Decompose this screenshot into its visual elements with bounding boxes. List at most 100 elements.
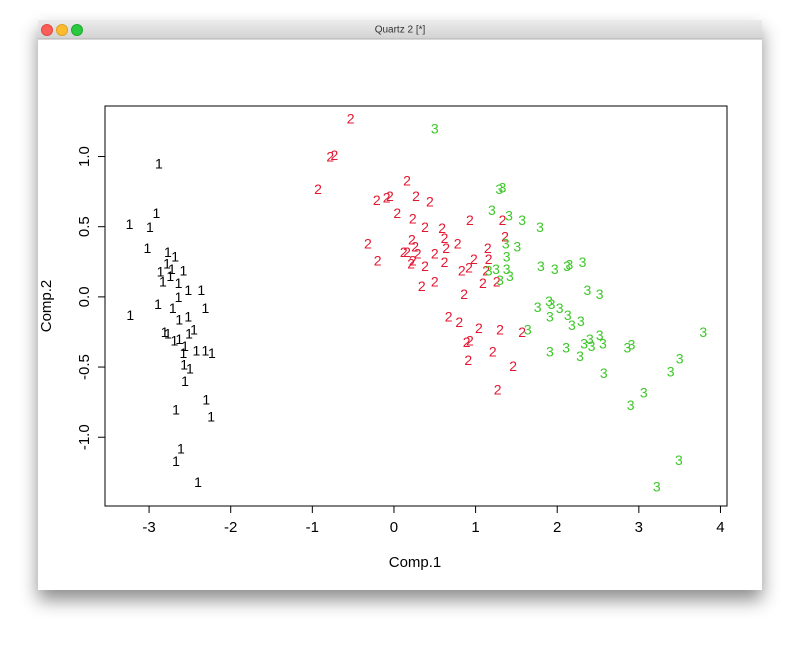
point-marker: 3 [576,348,584,364]
point-marker: 3 [586,331,594,347]
point-marker: 1 [146,219,154,235]
point-marker: 2 [454,236,462,252]
point-marker: 3 [546,344,554,360]
point-marker: 2 [509,358,517,374]
point-marker: 1 [179,262,187,278]
point-marker: 2 [426,194,434,210]
point-marker: 2 [409,252,417,268]
point-marker: 1 [157,264,165,280]
point-marker: 1 [126,307,134,323]
point-marker: 2 [411,238,419,254]
x-tick-label: 0 [390,519,398,536]
point-marker: 1 [175,289,183,305]
point-marker: 3 [505,208,513,224]
point-marker: 1 [180,356,188,372]
point-marker: 1 [193,342,201,358]
point-marker: 3 [518,212,526,228]
point-marker: 3 [534,299,542,315]
point-marker: 2 [465,260,473,276]
point-marker: 1 [166,268,174,284]
point-marker: 3 [485,262,493,278]
point-marker: 3 [488,202,496,218]
minimize-button[interactable] [56,24,68,36]
point-marker: 2 [466,332,474,348]
point-marker: 3 [545,293,553,309]
point-marker: 3 [431,121,439,137]
point-marker: 1 [184,282,192,298]
window [38,20,762,590]
point-marker: 2 [438,220,446,236]
point-marker: 2 [412,188,420,204]
point-marker: 3 [524,321,532,337]
point-marker: 2 [458,262,466,278]
point-marker: 3 [584,282,592,298]
point-marker: 3 [506,268,514,284]
point-marker: 1 [181,373,189,389]
plot-box [104,105,728,507]
point-marker: 1 [175,331,183,347]
point-marker: 3 [548,296,556,312]
point-marker: 1 [161,324,169,340]
point-marker: 2 [421,219,429,235]
point-marker: 2 [330,147,338,163]
point-marker: 3 [596,327,604,343]
x-tick-label: -2 [224,519,237,536]
point-marker: 3 [566,257,574,273]
point-marker: 1 [126,216,134,232]
x-tick-label: -3 [142,519,155,536]
y-axis-label: Comp.2 [38,280,55,333]
zoom-button[interactable] [71,24,83,36]
close-button[interactable] [41,24,53,36]
point-marker: 1 [153,205,161,221]
point-marker: 2 [393,205,401,221]
y-tick-label: -1.0 [76,424,93,450]
point-marker: 1 [186,361,194,377]
point-marker: 1 [190,321,198,337]
point-marker: 2 [493,274,501,290]
point-marker: 3 [537,258,545,274]
point-marker: 2 [400,244,408,260]
point-marker: 3 [640,384,648,400]
point-marker: 1 [184,309,192,325]
point-marker: 3 [503,261,511,277]
point-marker: 1 [202,342,210,358]
y-tick-label: 1.0 [76,146,93,167]
point-marker: 1 [144,240,152,256]
point-marker: 2 [460,286,468,302]
point-marker: 3 [551,261,559,277]
point-marker: 1 [172,453,180,469]
point-marker: 2 [464,352,472,368]
point-marker: 1 [177,441,185,457]
point-marker: 2 [383,189,391,205]
point-marker: 2 [407,255,415,271]
point-marker: 2 [479,275,487,291]
point-marker: 2 [445,309,453,325]
x-tick-label: 2 [553,519,561,536]
point-marker: 1 [163,255,171,271]
point-marker: 3 [667,363,675,379]
point-marker: 1 [194,474,202,490]
point-marker: 3 [676,351,684,367]
point-marker: 1 [159,274,167,290]
point-marker: 3 [513,238,521,254]
point-marker: 2 [409,210,417,226]
point-marker: 1 [202,300,210,316]
point-marker: 2 [431,245,439,261]
point-marker: 3 [699,324,707,340]
x-tick-label: 4 [716,519,724,536]
point-marker: 3 [596,286,604,302]
point-marker: 3 [495,181,503,197]
point-marker: 2 [347,111,355,127]
point-marker: 3 [624,340,632,356]
point-marker: 3 [579,254,587,270]
point-marker: 2 [494,382,502,398]
point-marker: 3 [503,248,511,264]
point-marker: 2 [475,320,483,336]
x-tick-label: 3 [635,519,643,536]
point-marker: 1 [179,345,187,361]
window-title: Quartz 2 [*] [375,25,426,36]
point-marker: 2 [485,251,493,267]
point-marker: 3 [562,340,570,356]
point-marker: 1 [168,261,176,277]
